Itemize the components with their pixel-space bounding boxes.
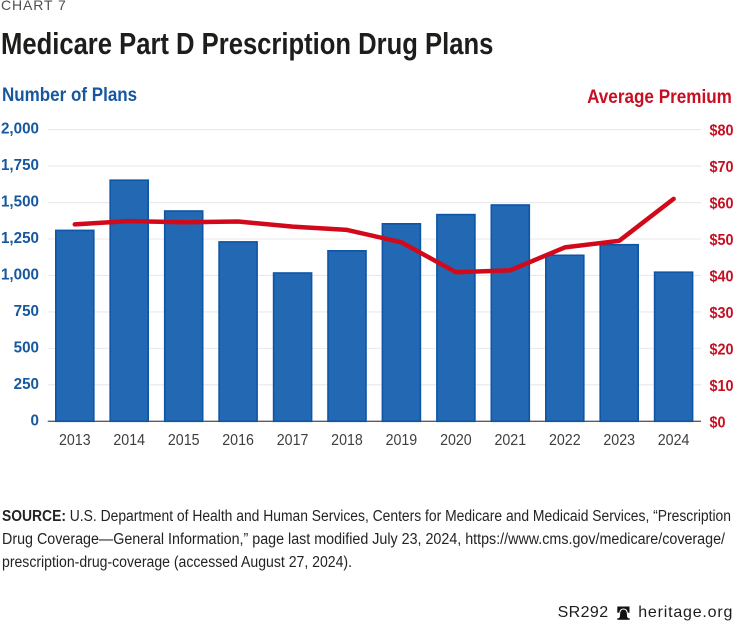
svg-text:2020: 2020 — [440, 431, 472, 449]
svg-text:$60: $60 — [710, 195, 734, 213]
svg-text:2021: 2021 — [494, 431, 526, 449]
svg-text:2017: 2017 — [277, 431, 309, 449]
svg-text:$10: $10 — [710, 377, 734, 395]
svg-text:750: 750 — [14, 303, 40, 320]
svg-text:1,000: 1,000 — [1, 266, 39, 283]
svg-text:1,750: 1,750 — [1, 157, 39, 174]
svg-text:$30: $30 — [710, 304, 734, 322]
svg-text:2023: 2023 — [603, 431, 635, 449]
svg-text:$80: $80 — [710, 122, 734, 140]
svg-text:2016: 2016 — [222, 431, 254, 449]
svg-text:$70: $70 — [710, 158, 734, 176]
svg-text:2022: 2022 — [549, 431, 581, 449]
svg-text:2018: 2018 — [331, 431, 363, 449]
svg-text:0: 0 — [31, 412, 40, 429]
svg-text:500: 500 — [14, 339, 40, 356]
svg-text:2024: 2024 — [658, 431, 690, 449]
svg-text:2014: 2014 — [113, 431, 145, 449]
svg-text:$50: $50 — [710, 231, 734, 249]
svg-text:2,000: 2,000 — [1, 120, 39, 137]
svg-text:250: 250 — [14, 375, 40, 392]
svg-text:2019: 2019 — [386, 431, 418, 449]
svg-text:2015: 2015 — [168, 431, 200, 449]
svg-text:1,500: 1,500 — [1, 193, 39, 210]
svg-text:$20: $20 — [710, 341, 734, 359]
svg-text:$0: $0 — [710, 414, 726, 432]
svg-text:1,250: 1,250 — [1, 230, 39, 247]
svg-text:$40: $40 — [710, 268, 734, 286]
svg-text:2013: 2013 — [59, 431, 91, 449]
